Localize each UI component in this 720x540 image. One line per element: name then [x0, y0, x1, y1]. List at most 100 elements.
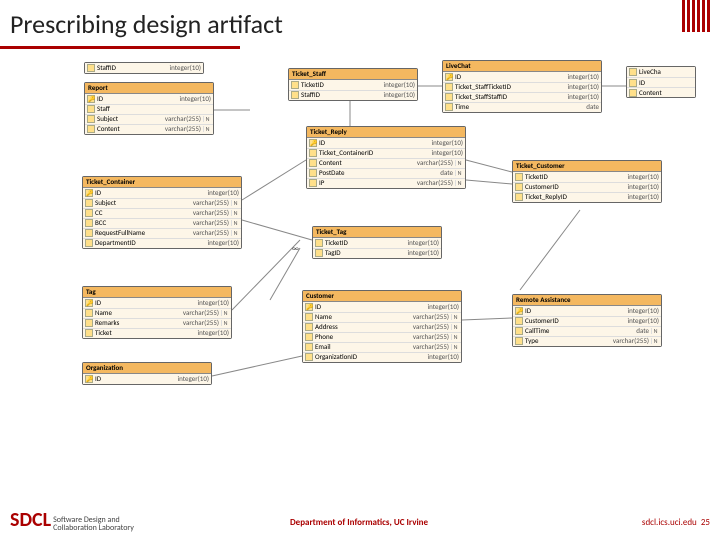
field-icon	[87, 105, 95, 113]
field-type: integer(10)	[198, 299, 229, 307]
field-row: 🔑IDinteger(10)	[307, 138, 465, 148]
field-row: IPvarchar(255)N	[307, 178, 465, 188]
field-row: Ticketinteger(10)	[83, 328, 231, 338]
field-name: Subject	[95, 199, 189, 207]
entity-ticketcustomer: Ticket_CustomerTicketIDinteger(10)Custom…	[512, 160, 662, 203]
nullable-flag: N	[451, 334, 459, 341]
field-icon	[445, 83, 453, 91]
field-type: date	[440, 169, 453, 177]
field-type: integer(10)	[432, 139, 463, 147]
field-row: CCvarchar(255)N	[83, 208, 241, 218]
field-type: varchar(255)	[417, 159, 453, 167]
page-number: sdcl.ics.uci.edu 25	[642, 517, 710, 528]
nullable-flag: N	[451, 314, 459, 321]
er-diagram: ∞∞∞∞∞∞∞ StaffIDinteger(10)Report🔑IDinteg…	[0, 60, 720, 480]
key-icon: 🔑	[85, 375, 93, 383]
field-name: RequestFullName	[95, 229, 189, 237]
field-name: Ticket_StaffStaffID	[455, 93, 564, 101]
field-name: Type	[525, 337, 609, 345]
field-icon	[629, 68, 637, 76]
field-row: DepartmentIDinteger(10)	[83, 238, 241, 248]
field-type: integer(10)	[208, 239, 239, 247]
nullable-flag: N	[203, 116, 211, 123]
field-icon	[315, 239, 323, 247]
entity-org: Organization🔑ID integer(10)	[82, 362, 212, 385]
entity-livechat: LiveChat🔑IDinteger(10)Ticket_StaffTicket…	[442, 60, 602, 113]
field-icon	[85, 329, 93, 337]
field-name: ID	[639, 79, 689, 87]
field-icon	[629, 79, 637, 87]
nullable-flag: N	[231, 200, 239, 207]
field-icon	[309, 149, 317, 157]
field-row: Emailvarchar(255)N	[303, 342, 461, 352]
field-name: Ticket_ContainerID	[319, 149, 428, 157]
entity-header: Organization	[83, 363, 211, 374]
entity-customer: Customer🔑IDinteger(10)Namevarchar(255)NA…	[302, 290, 462, 363]
field-icon	[291, 81, 299, 89]
field-row: Subjectvarchar(255)N	[85, 114, 213, 124]
field-type: varchar(255)	[413, 323, 449, 331]
nullable-flag: N	[221, 320, 229, 327]
field-type: varchar(255)	[413, 333, 449, 341]
field-name: Content	[639, 89, 689, 97]
entity-header: Ticket_Container	[83, 177, 241, 188]
field-row: Typevarchar(255)N	[513, 336, 661, 346]
field-type: integer(10)	[408, 239, 439, 247]
field-icon	[87, 125, 95, 133]
field-row: 🔑IDinteger(10)	[83, 188, 241, 198]
title-underline	[0, 46, 240, 49]
field-icon	[85, 219, 93, 227]
field-type: integer(10)	[428, 353, 459, 361]
field-name: PostDate	[319, 169, 436, 177]
field-type: integer(10)	[628, 317, 659, 325]
sdcl-text: SDCL	[10, 508, 51, 532]
field-row: TagIDinteger(10)	[313, 248, 441, 258]
field-row: LiveCha	[627, 67, 695, 77]
field-name: ID	[95, 375, 174, 383]
field-type: integer(10)	[178, 375, 209, 383]
field-name: CC	[95, 209, 189, 217]
nullable-flag: N	[231, 220, 239, 227]
entity-remote: Remote Assistance🔑IDinteger(10)CustomerI…	[512, 294, 662, 347]
field-type: integer(10)	[170, 64, 201, 72]
field-type: date	[636, 327, 649, 335]
entity-tag: Tag🔑IDinteger(10)Namevarchar(255)NRemark…	[82, 286, 232, 339]
field-type: varchar(255)	[183, 309, 219, 317]
field-icon	[515, 327, 523, 335]
field-row: StaffIDinteger(10)	[85, 63, 203, 73]
field-icon	[445, 103, 453, 111]
field-icon	[305, 323, 313, 331]
field-icon	[445, 93, 453, 101]
field-type: varchar(255)	[413, 343, 449, 351]
department-label: Department of Informatics, UC Irvine	[290, 517, 428, 528]
field-type: varchar(255)	[165, 125, 201, 133]
field-type: integer(10)	[628, 193, 659, 201]
field-name: Name	[315, 313, 409, 321]
entity-ticketreply: Ticket_Reply🔑IDinteger(10)Ticket_Contain…	[306, 126, 466, 189]
field-type: varchar(255)	[193, 209, 229, 217]
field-icon	[629, 89, 637, 97]
field-type: integer(10)	[384, 91, 415, 99]
entity-lc2: LiveCha ID Content	[626, 66, 696, 98]
nullable-flag: N	[651, 328, 659, 335]
field-row: OrganizationIDinteger(10)	[303, 352, 461, 362]
field-icon	[85, 199, 93, 207]
field-icon	[515, 337, 523, 345]
field-row: Subjectvarchar(255)N	[83, 198, 241, 208]
field-name: ID	[315, 303, 424, 311]
field-type: integer(10)	[568, 73, 599, 81]
field-row: RequestFullNamevarchar(255)N	[83, 228, 241, 238]
field-row: 🔑IDinteger(10)	[443, 72, 601, 82]
field-row: StaffIDinteger(10)	[289, 90, 417, 100]
field-row: CustomerIDinteger(10)	[513, 182, 661, 192]
field-row: TicketIDinteger(10)	[289, 80, 417, 90]
field-row: CallTimedateN	[513, 326, 661, 336]
field-name: TicketID	[325, 239, 404, 247]
field-name: TicketID	[301, 81, 380, 89]
field-row: Staff	[85, 104, 213, 114]
field-row: Ticket_StaffTicketIDinteger(10)	[443, 82, 601, 92]
field-name: Content	[319, 159, 413, 167]
field-row: 🔑IDinteger(10)	[83, 298, 231, 308]
entity-header: Remote Assistance	[513, 295, 661, 306]
field-type: integer(10)	[628, 307, 659, 315]
